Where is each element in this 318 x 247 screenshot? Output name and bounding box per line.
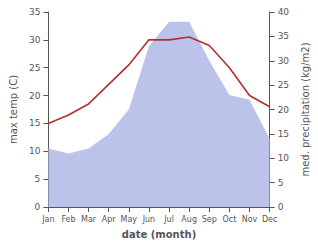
svg-text:med. precipitation (kg/m2): med. precipitation (kg/m2): [300, 42, 311, 176]
svg-text:Jan: Jan: [41, 215, 54, 224]
svg-text:Jul: Jul: [163, 215, 174, 224]
svg-text:Jun: Jun: [142, 215, 156, 224]
svg-text:35: 35: [278, 31, 289, 41]
svg-text:30: 30: [29, 35, 41, 45]
svg-text:25: 25: [278, 80, 289, 90]
svg-text:20: 20: [278, 105, 290, 115]
svg-text:0: 0: [35, 202, 41, 212]
svg-text:date (month): date (month): [122, 229, 196, 240]
svg-text:Nov: Nov: [242, 215, 258, 224]
svg-text:5: 5: [278, 178, 284, 188]
svg-text:35: 35: [29, 7, 40, 17]
svg-text:15: 15: [278, 129, 289, 139]
svg-text:10: 10: [278, 153, 290, 163]
svg-text:30: 30: [278, 56, 290, 66]
svg-text:25: 25: [29, 63, 40, 73]
svg-text:Apr: Apr: [102, 215, 117, 224]
svg-text:Mar: Mar: [81, 215, 97, 224]
svg-text:max temp (C): max temp (C): [8, 75, 19, 144]
svg-text:10: 10: [29, 146, 41, 156]
svg-text:5: 5: [35, 174, 41, 184]
svg-text:40: 40: [278, 7, 290, 17]
svg-text:Oct: Oct: [222, 215, 236, 224]
svg-text:May: May: [121, 215, 138, 224]
svg-text:Aug: Aug: [181, 215, 197, 224]
svg-text:Dec: Dec: [262, 215, 277, 224]
svg-text:Feb: Feb: [61, 215, 75, 224]
svg-text:Sep: Sep: [202, 215, 217, 224]
svg-text:15: 15: [29, 118, 40, 128]
svg-text:0: 0: [278, 202, 284, 212]
svg-text:20: 20: [29, 91, 41, 101]
